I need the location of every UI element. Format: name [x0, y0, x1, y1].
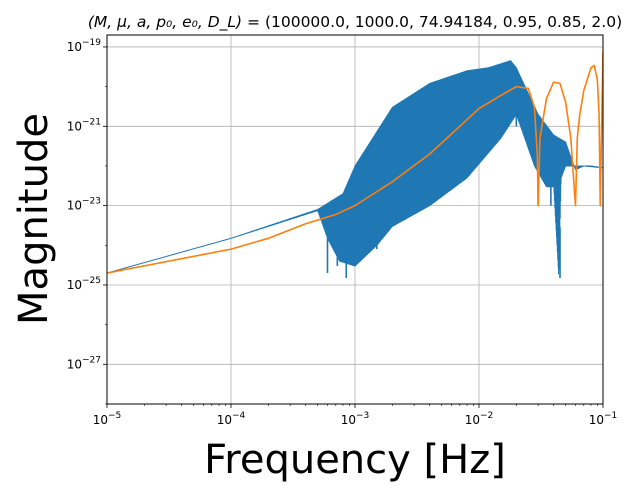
chart-title: (M, μ, a, p₀, e₀, D_L) = (100000.0, 1000… [88, 13, 622, 32]
title-symbols: (M, μ, a, p₀, e₀, D_L) [88, 13, 242, 32]
x-tick-label: 10−5 [93, 411, 122, 427]
title-values: (100000.0, 1000.0, 74.94184, 0.95, 0.85,… [265, 13, 622, 31]
series-layer [107, 50, 603, 278]
x-tick-label: 10−1 [589, 411, 618, 427]
title-equals: = [242, 13, 265, 31]
series-2-line [107, 50, 603, 274]
series-1-line [107, 60, 603, 275]
y-tick-label: 10−25 [67, 276, 101, 292]
axes: 10−5 10−4 10−3 10−2 10−1 10−19 10−21 10−23 10−25… [67, 38, 618, 427]
y-tick-label: 10−19 [67, 38, 102, 54]
y-tick-label: 10−27 [67, 355, 101, 371]
x-tick-label: 10−2 [465, 411, 494, 427]
y-tick-label: 10−23 [67, 197, 101, 213]
x-axis-label: Frequency [Hz] [204, 437, 506, 483]
x-tick-label: 10−3 [341, 411, 370, 427]
y-tick-label: 10−21 [67, 117, 101, 133]
x-tick-label: 10−4 [217, 411, 246, 427]
y-axis-label: Magnitude [11, 113, 57, 325]
